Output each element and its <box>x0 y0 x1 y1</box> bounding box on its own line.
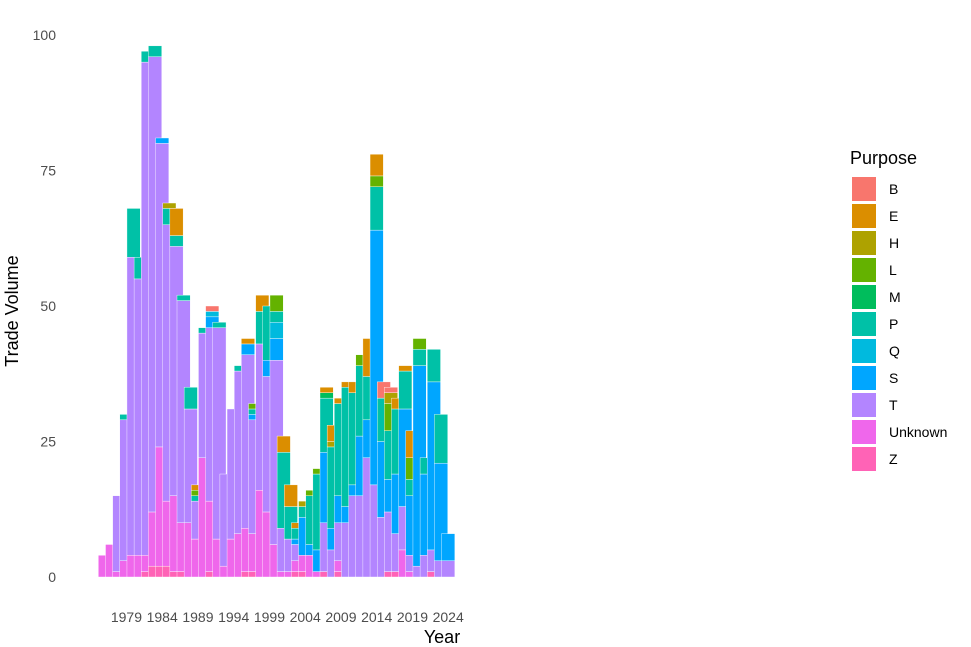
legend-swatch-t <box>852 393 876 417</box>
legend-swatch-h <box>852 231 876 255</box>
x-tick-label: 1999 <box>254 609 285 625</box>
legend-swatch-m <box>852 285 876 309</box>
bar-segment-2000-p <box>269 311 284 323</box>
y-tick-label: 100 <box>33 27 57 43</box>
x-tick-label: 2024 <box>433 609 464 625</box>
bar-segment-1985-h <box>162 202 177 209</box>
bar-segment-1986-p <box>169 235 184 247</box>
legend-label-t: T <box>889 397 898 413</box>
bar-segment-2002-e <box>284 484 298 507</box>
bar-segment-1986-e <box>169 208 184 236</box>
bar-segment-2007-m <box>319 392 334 399</box>
x-tick-label: 1989 <box>182 609 213 625</box>
legend-swatch-l <box>852 258 876 282</box>
bar-segment-1991-b <box>205 305 220 312</box>
legend-title: Purpose <box>850 148 917 168</box>
bar-segment-2000-l <box>269 294 284 312</box>
bar-segment-2020-l <box>412 338 427 350</box>
bar-segment-2014-l <box>369 175 384 187</box>
bar-segment-2024-s <box>441 533 456 561</box>
y-axis-ticks: 0 25 50 75 100 <box>33 27 57 585</box>
bar-segment-2000-s <box>269 338 284 361</box>
y-tick-label: 75 <box>40 163 56 179</box>
legend-swatch-unknown <box>852 420 876 444</box>
legend-label-h: H <box>889 235 899 251</box>
x-tick-label: 1994 <box>218 609 249 625</box>
legend-label-s: S <box>889 370 898 386</box>
bar-segment-2020-p <box>412 349 427 366</box>
legend-swatch-s <box>852 366 876 390</box>
legend-label-unknown: Unknown <box>889 424 947 440</box>
bar-segment-2014-p <box>369 186 384 231</box>
x-tick-label: 1979 <box>111 609 142 625</box>
x-tick-label: 1984 <box>147 609 178 625</box>
legend-swatch-z <box>852 447 876 471</box>
bar-segment-1983-p <box>148 45 162 57</box>
bar-segment-1991-q <box>205 311 220 318</box>
bars <box>98 45 456 578</box>
bar-segment-2024-t <box>441 560 456 578</box>
legend-label-m: M <box>889 289 901 305</box>
bar-segment-1996-s <box>241 343 255 355</box>
y-axis-title: Trade Volume <box>2 255 22 366</box>
x-axis-ticks: 1979 1984 1989 1994 1999 2004 2009 2014 2019 2024 <box>111 609 464 625</box>
bar-segment-2018-e <box>398 365 413 372</box>
bar-segment-2014-e <box>369 154 384 177</box>
y-tick-label: 25 <box>40 434 56 450</box>
legend-swatch-q <box>852 339 876 363</box>
y-tick-label: 0 <box>48 569 56 585</box>
legend-label-q: Q <box>889 343 900 359</box>
legend-swatch-b <box>852 177 876 201</box>
bar-segment-1992-p <box>212 322 227 328</box>
x-tick-label: 2014 <box>361 609 392 625</box>
legend-swatch-e <box>852 204 876 228</box>
bar-segment-2023-p <box>434 414 448 464</box>
legend-swatch-p <box>852 312 876 336</box>
legend-label-l: L <box>889 262 897 278</box>
legend-label-b: B <box>889 181 898 197</box>
bar-segment-1980-p <box>126 208 141 258</box>
x-tick-label: 2009 <box>325 609 356 625</box>
y-tick-label: 50 <box>40 298 56 314</box>
legend-label-e: E <box>889 208 898 224</box>
legend-label-p: P <box>889 316 898 332</box>
bar-segment-2000-q <box>269 322 284 339</box>
legend-label-z: Z <box>889 451 898 467</box>
bar-segment-1996-e <box>241 338 255 345</box>
bar-segment-2016-b <box>384 387 398 393</box>
x-tick-label: 2004 <box>290 609 321 625</box>
bar-segment-2018-p <box>398 370 413 410</box>
bar-segment-2001-e <box>276 435 291 453</box>
bar-segment-2007-e <box>319 387 334 393</box>
bar-segment-1984-s <box>155 137 170 144</box>
bar-segment-1988-p <box>183 387 198 410</box>
bar-segment-1987-p <box>176 294 191 301</box>
x-axis-title: Year <box>424 627 460 647</box>
x-tick-label: 2019 <box>397 609 428 625</box>
bar-segment-2022-p <box>427 349 441 383</box>
